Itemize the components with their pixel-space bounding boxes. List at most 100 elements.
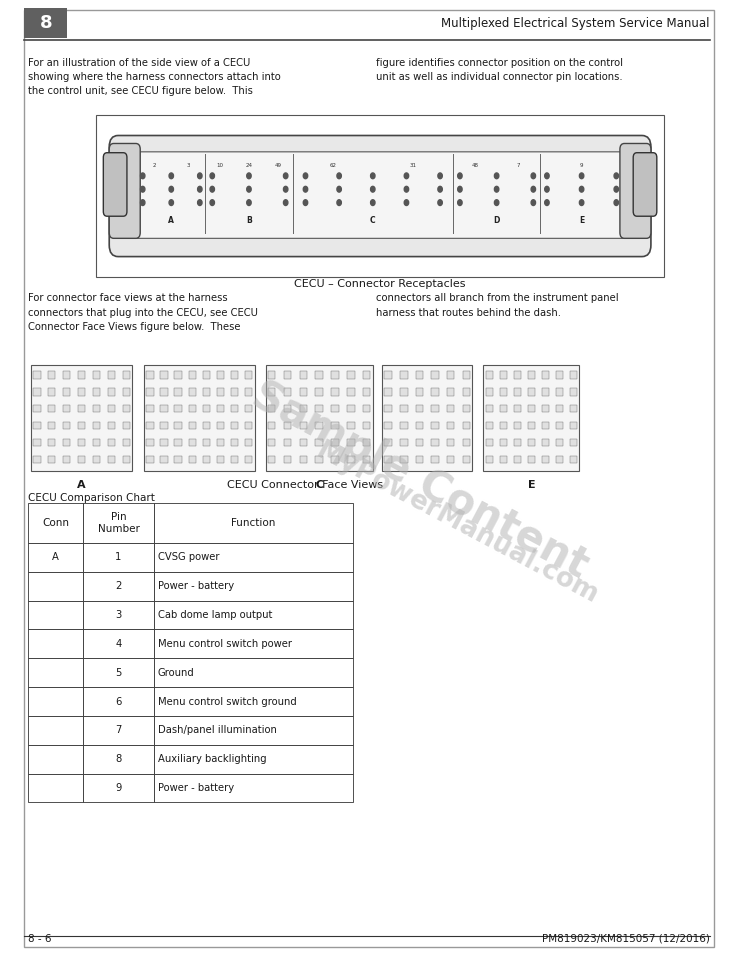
Bar — [123, 388, 130, 396]
Circle shape — [494, 186, 499, 192]
Bar — [24, 8, 67, 38]
Text: 9: 9 — [115, 783, 122, 793]
Bar — [463, 438, 470, 446]
Bar — [384, 405, 392, 412]
Text: 3: 3 — [115, 610, 122, 620]
Bar — [283, 456, 291, 463]
Bar — [463, 371, 470, 379]
Bar — [28, 745, 83, 774]
Bar — [283, 438, 291, 446]
Bar — [528, 456, 535, 463]
Bar — [363, 422, 370, 430]
Bar — [245, 371, 252, 379]
Bar — [83, 716, 154, 745]
Bar — [154, 658, 353, 687]
Bar — [283, 371, 291, 379]
Bar — [486, 456, 493, 463]
Bar — [382, 365, 472, 471]
Bar — [447, 438, 455, 446]
Bar — [331, 438, 339, 446]
Circle shape — [579, 200, 584, 206]
Circle shape — [303, 173, 308, 179]
Bar — [542, 438, 549, 446]
Bar — [146, 456, 154, 463]
Bar — [316, 456, 323, 463]
Bar — [415, 422, 423, 430]
Bar — [188, 422, 196, 430]
Bar — [144, 365, 255, 471]
Bar — [300, 388, 307, 396]
Bar — [300, 456, 307, 463]
Circle shape — [404, 200, 409, 206]
Bar — [217, 371, 224, 379]
Text: connectors all branch from the instrument panel
harness that routes behind the d: connectors all branch from the instrumen… — [376, 293, 619, 317]
Bar — [363, 405, 370, 412]
Bar — [28, 503, 83, 543]
Circle shape — [246, 200, 251, 206]
Circle shape — [337, 186, 342, 192]
Bar — [231, 422, 238, 430]
Bar — [231, 371, 238, 379]
Bar — [188, 371, 196, 379]
Bar — [78, 422, 86, 430]
Circle shape — [337, 200, 342, 206]
Bar — [83, 629, 154, 658]
Circle shape — [140, 200, 145, 206]
Circle shape — [198, 200, 202, 206]
Bar — [570, 388, 577, 396]
Bar — [33, 388, 41, 396]
Bar — [570, 456, 577, 463]
FancyBboxPatch shape — [131, 152, 630, 238]
Circle shape — [169, 186, 173, 192]
Bar — [96, 115, 664, 277]
Bar — [146, 371, 154, 379]
Bar — [486, 388, 493, 396]
Circle shape — [210, 186, 215, 192]
Circle shape — [438, 200, 442, 206]
Bar — [415, 388, 423, 396]
Bar — [245, 438, 252, 446]
Circle shape — [198, 186, 202, 192]
Bar — [316, 371, 323, 379]
Text: PM819023/KM815057 (12/2016): PM819023/KM815057 (12/2016) — [542, 934, 710, 944]
Bar — [268, 438, 275, 446]
Bar — [447, 371, 455, 379]
Bar — [331, 371, 339, 379]
Bar — [447, 422, 455, 430]
Bar — [363, 388, 370, 396]
Bar — [486, 438, 493, 446]
Bar — [331, 456, 339, 463]
Bar — [203, 438, 210, 446]
Circle shape — [531, 200, 536, 206]
Bar — [108, 456, 115, 463]
Bar — [203, 456, 210, 463]
Circle shape — [531, 173, 536, 179]
Text: A: A — [52, 553, 59, 562]
Text: Menu control switch power: Menu control switch power — [158, 639, 292, 649]
Bar — [83, 658, 154, 687]
Text: 5: 5 — [115, 668, 122, 678]
Text: Dash/panel illumination: Dash/panel illumination — [158, 726, 277, 735]
Bar — [48, 388, 55, 396]
Bar — [500, 456, 507, 463]
Bar — [486, 422, 493, 430]
Bar — [316, 388, 323, 396]
Circle shape — [545, 186, 549, 192]
Bar — [78, 456, 86, 463]
Bar — [83, 745, 154, 774]
Bar — [556, 456, 563, 463]
Bar — [33, 405, 41, 412]
Circle shape — [614, 186, 618, 192]
Text: MyPowerManual.com: MyPowerManual.com — [312, 438, 603, 609]
Bar — [268, 388, 275, 396]
Text: Power - battery: Power - battery — [158, 581, 234, 591]
Bar — [331, 422, 339, 430]
Text: D: D — [494, 216, 500, 225]
Text: CECU Connector Face Views: CECU Connector Face Views — [227, 480, 383, 490]
Bar — [78, 388, 86, 396]
Bar — [514, 422, 521, 430]
Circle shape — [246, 173, 251, 179]
Bar — [174, 438, 182, 446]
Circle shape — [494, 200, 499, 206]
Bar — [384, 456, 392, 463]
